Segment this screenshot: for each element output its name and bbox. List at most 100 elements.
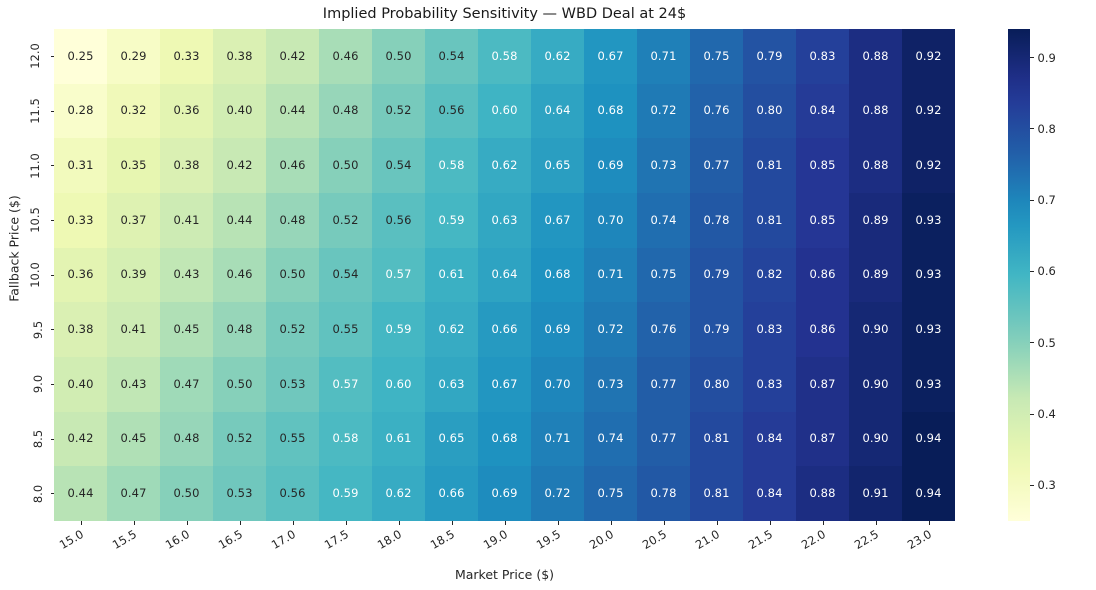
heatmap-cell: 0.79 [743, 29, 796, 84]
heatmap-cell: 0.74 [584, 411, 637, 467]
heatmap-cell: 0.83 [743, 302, 796, 357]
heatmap-cell: 0.36 [54, 247, 107, 303]
heatmap-cell: 0.93 [902, 247, 955, 303]
y-axis-tick-mark [50, 329, 54, 331]
colorbar-gradient [1008, 29, 1030, 521]
heatmap-cell: 0.59 [372, 302, 425, 357]
heatmap-cell: 0.43 [107, 357, 160, 412]
x-axis-tick-label: 15.0 [56, 527, 86, 552]
x-axis-tick-mark [716, 521, 718, 525]
x-axis-tick-label: 17.0 [268, 527, 298, 552]
heatmap-cell: 0.70 [531, 357, 584, 412]
colorbar-tick-mark [1030, 199, 1034, 201]
heatmap-cell: 0.57 [372, 247, 425, 303]
colorbar-tick-mark [1030, 342, 1034, 344]
heatmap-cell: 0.35 [107, 138, 160, 193]
heatmap-cell: 0.72 [584, 302, 637, 357]
y-axis-label: Fallback Price ($) [6, 195, 22, 302]
heatmap-cell: 0.42 [54, 411, 107, 467]
colorbar: 0.3 0.4 0.5 0.6 0.7 0.8 0.9 [1008, 29, 1056, 521]
heatmap-cell: 0.59 [425, 193, 478, 248]
heatmap-cell: 0.56 [372, 193, 425, 248]
heatmap-cell: 0.68 [584, 83, 637, 139]
heatmap-cell: 0.45 [107, 411, 160, 467]
heatmap-cell: 0.55 [266, 411, 319, 467]
x-axis-tick-label: 22.5 [851, 527, 881, 552]
heatmap-cell: 0.73 [637, 138, 690, 193]
heatmap-cell: 0.40 [213, 83, 266, 139]
y-axis-tick-mark [50, 493, 54, 495]
heatmap-cell: 0.52 [266, 302, 319, 357]
heatmap-cell: 0.71 [584, 247, 637, 303]
x-axis-tick-mark [663, 521, 665, 525]
heatmap-cell: 0.62 [478, 138, 531, 193]
heatmap-cell: 0.68 [478, 411, 531, 467]
heatmap-cell: 0.77 [690, 138, 743, 193]
heatmap-cell: 0.76 [637, 302, 690, 357]
heatmap-cell: 0.93 [902, 357, 955, 412]
heatmap-cell: 0.81 [743, 138, 796, 193]
heatmap-cell: 0.90 [849, 357, 902, 412]
heatmap-cell: 0.92 [902, 29, 955, 84]
heatmap-cell: 0.32 [107, 83, 160, 139]
heatmap-cell: 0.46 [213, 247, 266, 303]
y-axis-tick-mark [50, 219, 54, 221]
heatmap-cell: 0.93 [902, 302, 955, 357]
x-axis-tick-mark [769, 521, 771, 525]
x-axis-tick-mark [557, 521, 559, 525]
heatmap-cell: 0.89 [849, 247, 902, 303]
heatmap-cell: 0.62 [372, 466, 425, 521]
heatmap-cell: 0.83 [743, 357, 796, 412]
heatmap-cell: 0.81 [690, 466, 743, 521]
x-axis-tick-label: 22.0 [798, 527, 828, 552]
heatmap-cell: 0.82 [743, 247, 796, 303]
heatmap-cell: 0.40 [54, 357, 107, 412]
heatmap-cell: 0.68 [531, 247, 584, 303]
heatmap-cell: 0.75 [584, 466, 637, 521]
heatmap-cell: 0.54 [319, 247, 372, 303]
heatmap-cell: 0.80 [743, 83, 796, 139]
heatmap-cell: 0.38 [213, 29, 266, 84]
x-axis-tick-label: 19.0 [480, 527, 510, 552]
heatmap-cell: 0.88 [849, 138, 902, 193]
heatmap-cell: 0.60 [478, 83, 531, 139]
x-axis-tick-label: 21.5 [745, 527, 775, 552]
heatmap-cell: 0.69 [478, 466, 531, 521]
heatmap-cell: 0.89 [849, 193, 902, 248]
heatmap-cell: 0.52 [372, 83, 425, 139]
heatmap-cell: 0.87 [796, 357, 849, 412]
colorbar-tick-mark [1030, 128, 1034, 130]
heatmap-cell: 0.81 [743, 193, 796, 248]
heatmap-cell: 0.38 [160, 138, 213, 193]
x-axis-ticks: 15.0 15.5 16.0 16.5 17.0 17.5 18.0 18.5 19.0 19.5… [54, 521, 955, 571]
heatmap-cell: 0.41 [107, 302, 160, 357]
x-axis-tick-label: 16.0 [162, 527, 192, 552]
y-axis-tick-label: 8.0 [31, 484, 46, 503]
heatmap-cell: 0.37 [107, 193, 160, 248]
heatmap-cell: 0.42 [213, 138, 266, 193]
heatmap-cell: 0.60 [372, 357, 425, 412]
heatmap-cell: 0.58 [478, 29, 531, 84]
heatmap-cell: 0.75 [637, 247, 690, 303]
heatmap-cell: 0.61 [425, 247, 478, 303]
heatmap-cell: 0.28 [54, 83, 107, 139]
heatmap-cell: 0.69 [531, 302, 584, 357]
heatmap-cell: 0.44 [213, 193, 266, 248]
heatmap-cell: 0.62 [531, 29, 584, 84]
heatmap-cell: 0.41 [160, 193, 213, 248]
heatmap-cell: 0.38 [54, 302, 107, 357]
heatmap-cell: 0.50 [266, 247, 319, 303]
y-axis-tick-label: 9.5 [31, 320, 46, 339]
heatmap-cell: 0.52 [319, 193, 372, 248]
heatmap-cell: 0.78 [637, 466, 690, 521]
y-axis-tick-mark [50, 274, 54, 276]
heatmap-cell: 0.72 [531, 466, 584, 521]
heatmap-cell: 0.53 [266, 357, 319, 412]
heatmap-cell: 0.46 [266, 138, 319, 193]
heatmap-cell: 0.73 [584, 357, 637, 412]
heatmap-cell: 0.85 [796, 193, 849, 248]
x-axis-tick-label: 18.0 [374, 527, 404, 552]
colorbar-tick-mark [1030, 57, 1034, 59]
heatmap-cell: 0.67 [478, 357, 531, 412]
x-axis-tick-mark [186, 521, 188, 525]
